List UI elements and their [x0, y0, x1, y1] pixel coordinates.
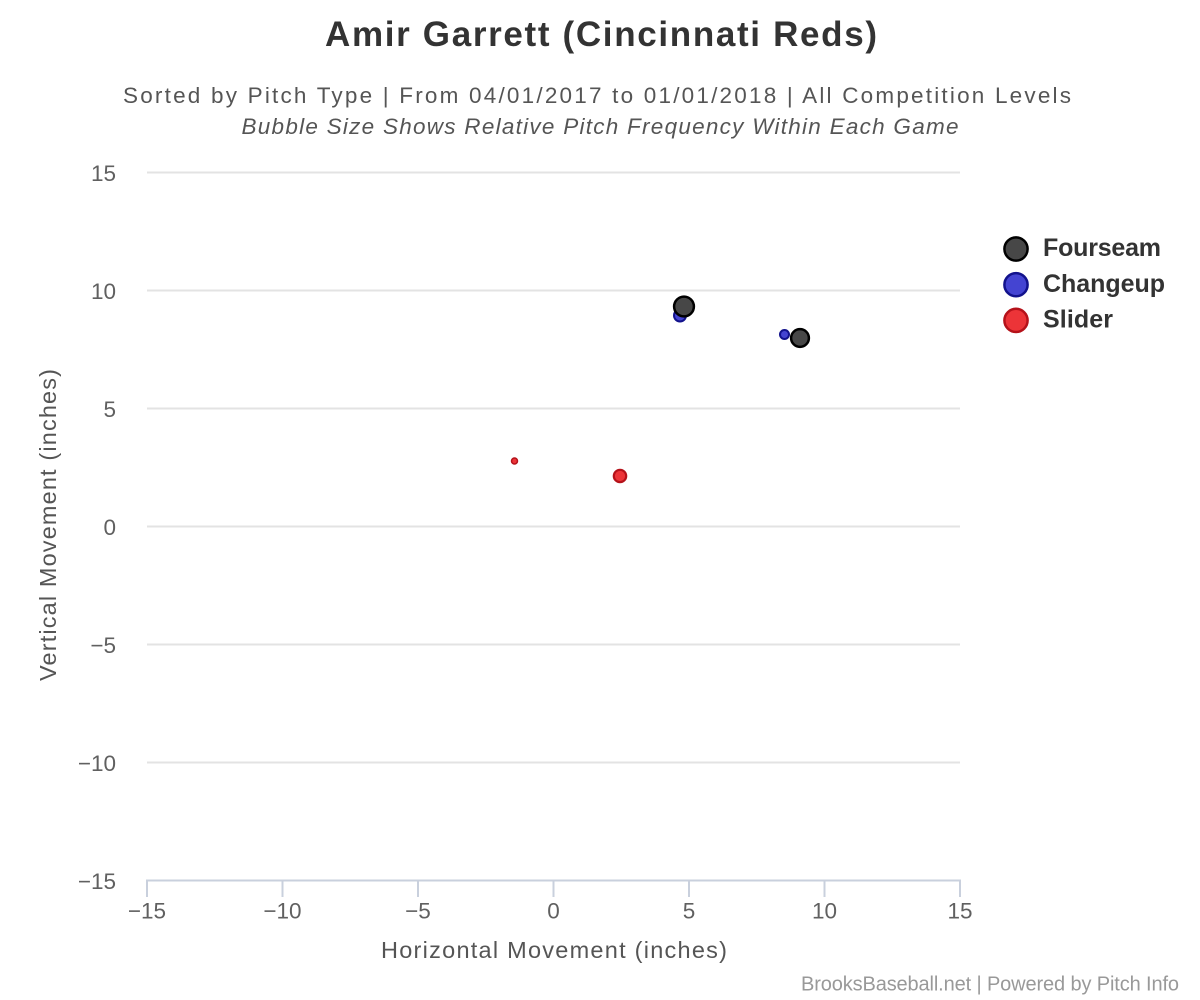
svg-text:10: 10	[812, 899, 837, 924]
svg-text:10: 10	[91, 279, 116, 304]
svg-text:0: 0	[547, 899, 560, 924]
svg-text:Vertical Movement (inches): Vertical Movement (inches)	[35, 369, 61, 681]
svg-text:15: 15	[947, 899, 972, 924]
svg-text:BrooksBaseball.net | Powered b: BrooksBaseball.net | Powered by Pitch In…	[801, 974, 1179, 996]
svg-text:−10: −10	[78, 751, 116, 776]
svg-text:Changeup: Changeup	[1043, 270, 1165, 298]
svg-text:Slider: Slider	[1043, 306, 1113, 334]
svg-text:5: 5	[683, 899, 696, 924]
svg-text:−15: −15	[128, 899, 166, 924]
svg-text:−15: −15	[78, 869, 116, 894]
svg-text:Bubble Size Shows Relative Pit: Bubble Size Shows Relative Pitch Frequen…	[242, 114, 959, 139]
svg-text:−5: −5	[405, 899, 431, 924]
svg-text:15: 15	[91, 161, 116, 186]
svg-text:0: 0	[103, 515, 116, 540]
svg-text:Amir Garrett (Cincinnati Reds): Amir Garrett (Cincinnati Reds)	[325, 15, 877, 54]
svg-text:Fourseam: Fourseam	[1043, 234, 1161, 262]
svg-text:5: 5	[103, 397, 116, 422]
svg-text:Horizontal Movement (inches): Horizontal Movement (inches)	[381, 937, 727, 963]
svg-text:−10: −10	[263, 899, 301, 924]
svg-text:Sorted by Pitch Type | From 04: Sorted by Pitch Type | From 04/01/2017 t…	[123, 83, 1071, 108]
svg-text:−5: −5	[90, 633, 116, 658]
